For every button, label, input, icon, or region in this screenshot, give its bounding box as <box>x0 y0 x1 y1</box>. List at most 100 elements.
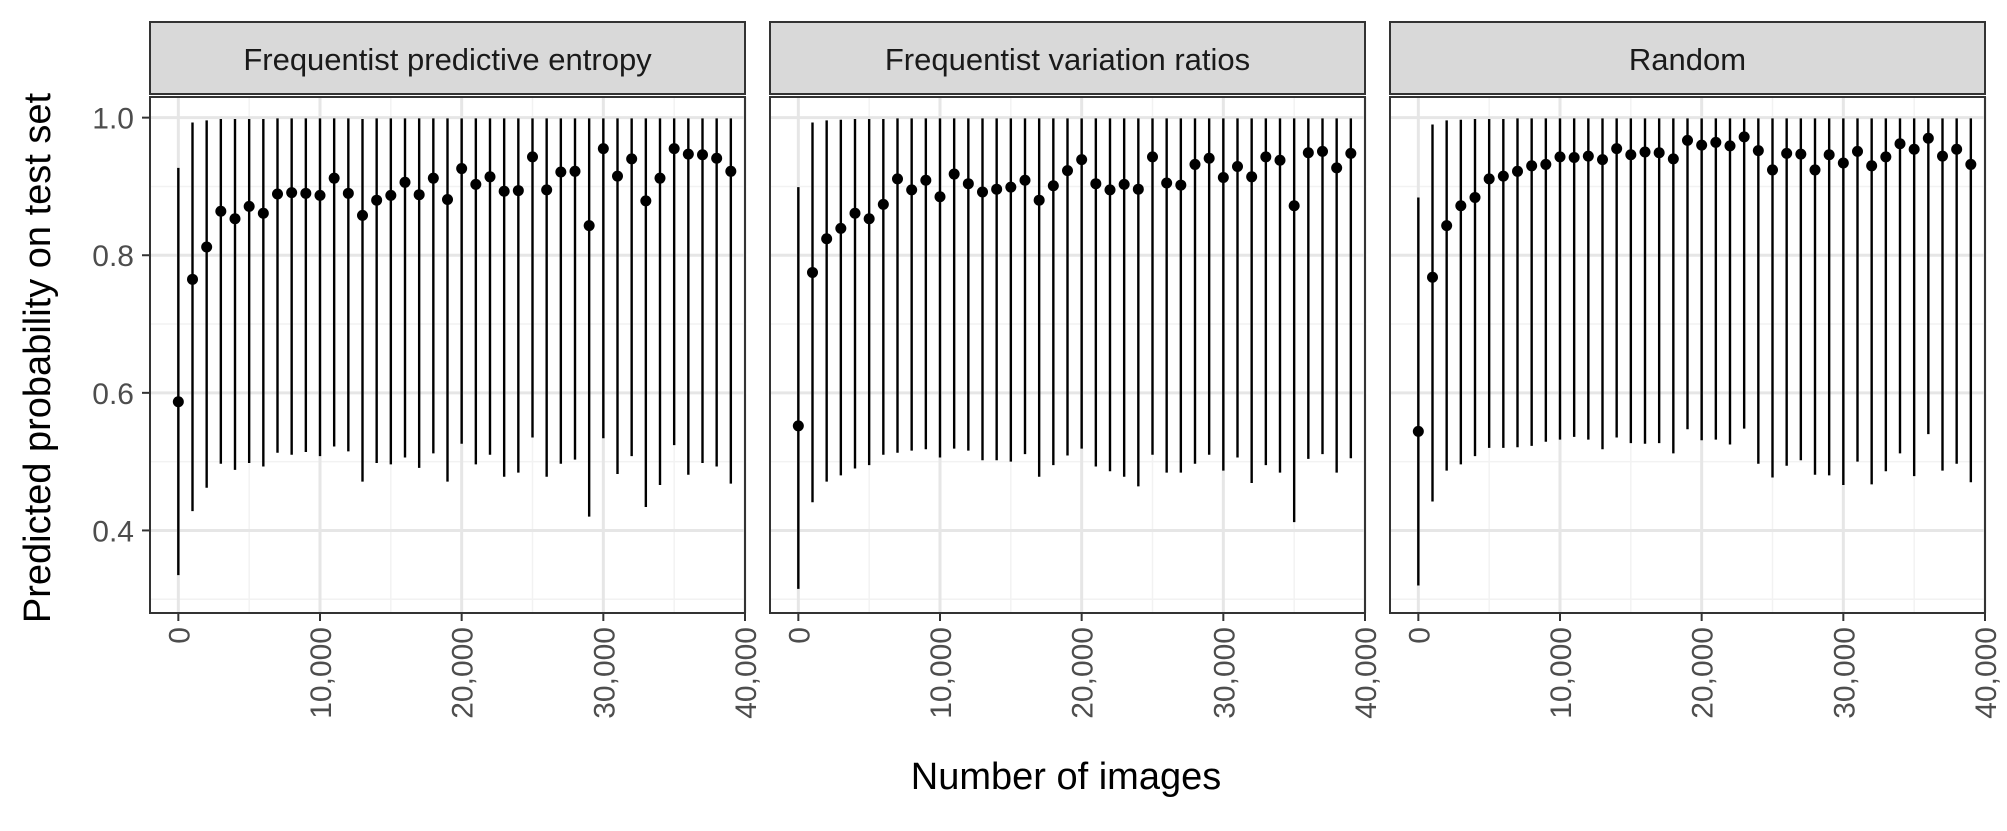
data-point <box>1767 164 1778 176</box>
y-tick-label: 0.4 <box>92 515 134 548</box>
data-point <box>1019 174 1031 186</box>
data-point <box>640 195 652 207</box>
data-point <box>807 266 818 278</box>
data-point <box>1317 145 1328 157</box>
data-point <box>1427 271 1438 283</box>
data-point <box>1951 143 1963 155</box>
data-point <box>1203 152 1215 164</box>
data-point <box>1894 138 1906 150</box>
data-point <box>863 213 875 225</box>
x-tick-label: 30,000 <box>588 627 621 719</box>
data-point <box>1104 184 1116 196</box>
data-point <box>272 188 283 200</box>
panel-2: Frequentist variation ratios 0 10,000 20,00… <box>769 21 1383 719</box>
x-tick-label: 10,000 <box>305 627 338 719</box>
x-tick-label: 20,000 <box>1067 627 1100 719</box>
x-tick-label: 20,000 <box>1687 627 1720 719</box>
facet-strip <box>769 21 1366 95</box>
data-point <box>920 174 932 186</box>
data-point <box>413 189 425 201</box>
panel-border <box>1389 96 1986 614</box>
panel-1: Frequentist predictive entropy 0 10,000 20,… <box>92 21 763 719</box>
data-point <box>1682 134 1693 146</box>
data-point <box>1412 425 1424 437</box>
data-point <box>597 143 609 155</box>
data-point <box>697 149 708 161</box>
data-point <box>1497 170 1509 182</box>
data-point <box>1908 143 1920 155</box>
data-point <box>498 185 510 197</box>
data-point <box>541 184 553 196</box>
facet-strip <box>149 21 746 95</box>
data-point <box>962 178 974 190</box>
data-point <box>583 220 595 232</box>
data-point <box>1582 150 1594 162</box>
data-point <box>314 189 326 201</box>
data-point <box>1161 177 1173 189</box>
data-point <box>1062 165 1073 177</box>
x-tick-label: 40,000 <box>730 627 763 719</box>
data-point <box>357 209 368 221</box>
data-point <box>612 170 623 182</box>
data-point <box>668 143 680 155</box>
data-point <box>1540 158 1552 170</box>
data-point <box>427 172 439 184</box>
data-point <box>725 165 737 177</box>
data-point <box>948 168 960 180</box>
data-point <box>286 187 298 199</box>
data-point <box>1288 200 1300 212</box>
data-point <box>1554 151 1566 163</box>
data-point <box>1076 154 1088 166</box>
data-point <box>257 207 269 219</box>
x-axis-title: Number of images <box>911 756 1221 798</box>
data-point <box>1724 140 1736 152</box>
data-point <box>1781 147 1793 159</box>
data-point <box>711 152 723 164</box>
y-tick-label: 0.6 <box>92 378 134 411</box>
data-point <box>1965 158 1977 170</box>
data-point <box>1639 146 1651 158</box>
data-point <box>654 172 666 184</box>
data-point <box>1033 194 1045 206</box>
facet-title: Frequentist variation ratios <box>885 42 1250 77</box>
x-tick-label: 30,000 <box>1208 627 1241 719</box>
data-point <box>229 213 241 225</box>
data-point <box>371 194 383 206</box>
data-point <box>1047 180 1059 192</box>
data-point <box>1653 147 1665 159</box>
data-point <box>1302 147 1314 159</box>
data-point <box>1147 151 1158 163</box>
y-tick-label: 0.8 <box>92 240 134 273</box>
data-point <box>1118 178 1130 190</box>
data-point <box>1441 220 1453 232</box>
data-point <box>1880 151 1892 163</box>
panel-border <box>769 96 1366 614</box>
x-tick-label: 40,000 <box>1350 627 1383 719</box>
data-point <box>1526 160 1538 172</box>
facet-title: Random <box>1629 42 1746 77</box>
data-point <box>792 420 804 432</box>
data-point <box>682 148 694 160</box>
data-point <box>187 273 198 285</box>
x-tick-label: 0 <box>1403 627 1436 644</box>
y-axis-title: Predicted probability on test set <box>17 92 59 623</box>
data-point <box>1189 158 1201 170</box>
data-point <box>172 396 184 408</box>
data-point <box>1852 145 1863 157</box>
x-tick-label: 10,000 <box>925 627 958 719</box>
data-point <box>1597 154 1608 166</box>
data-point <box>470 178 482 190</box>
data-point <box>1795 148 1807 160</box>
data-point <box>1217 171 1229 183</box>
data-point <box>1246 171 1258 183</box>
x-tick-label: 0 <box>783 627 816 644</box>
data-point <box>1345 147 1357 159</box>
data-point <box>1568 152 1580 164</box>
data-point <box>215 205 227 217</box>
data-point <box>555 166 567 178</box>
data-point <box>1937 150 1948 162</box>
data-point <box>1132 183 1144 195</box>
data-point <box>1512 165 1523 177</box>
data-point <box>821 233 833 245</box>
